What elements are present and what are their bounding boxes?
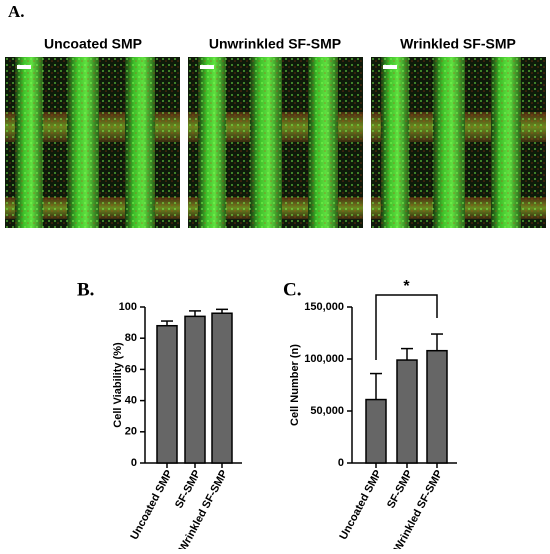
significance-bracket (375, 294, 438, 360)
y-tick-label: 50,000 (310, 405, 344, 417)
y-axis-label: Cell Viability (%) (112, 342, 124, 428)
bar (156, 324, 178, 464)
bar (184, 315, 206, 464)
y-tick-label: 40 (125, 395, 137, 407)
y-tick-label: 60 (125, 363, 137, 375)
bar (211, 312, 233, 464)
x-tick-label: Uncoated SMP (337, 468, 384, 542)
bar (365, 398, 387, 464)
micrograph (5, 57, 180, 228)
y-tick-label: 100,000 (304, 353, 344, 365)
y-tick-label: 0 (338, 457, 344, 469)
y-tick-label: 150,000 (304, 301, 344, 313)
image-title: Wrinkled SF-SMP (400, 36, 516, 52)
y-tick-label: 80 (125, 332, 137, 344)
bar (396, 359, 418, 464)
y-axis-label: Cell Number (n) (289, 344, 301, 426)
significance-label: * (403, 278, 410, 295)
x-tick-label: Wrinkled SF-SMP (177, 468, 230, 549)
panel-label: B. (77, 279, 94, 300)
y-tick-label: 20 (125, 426, 137, 438)
image-title: Unwrinkled SF-SMP (209, 36, 341, 52)
y-tick-label: 100 (119, 301, 137, 313)
panel-label: A. (8, 2, 25, 21)
image-title: Uncoated SMP (44, 36, 142, 52)
y-tick-label: 0 (131, 457, 137, 469)
panel-label: C. (283, 279, 301, 300)
x-tick-label: SF-SMP (173, 468, 203, 510)
micrograph (188, 57, 363, 228)
micrograph (371, 57, 546, 228)
x-tick-label: Uncoated SMP (128, 468, 175, 542)
x-tick-label: SF-SMP (385, 468, 415, 510)
bar (426, 349, 448, 464)
